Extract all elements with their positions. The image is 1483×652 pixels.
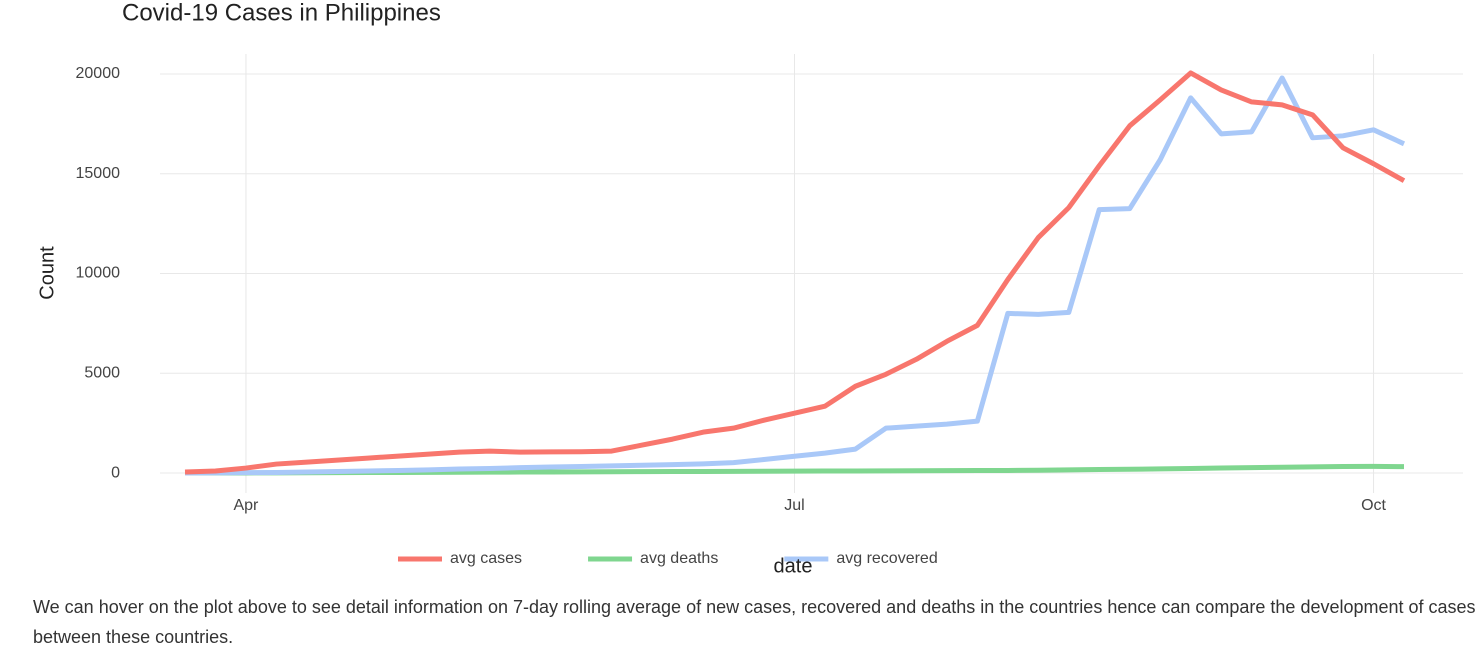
series-line <box>184 75 1406 476</box>
series-line <box>184 70 1406 475</box>
y-tick-label: 20000 <box>76 65 121 82</box>
x-tick-label: Apr <box>233 497 259 514</box>
x-axis-label: date <box>774 555 813 577</box>
x-tick-label: Jul <box>784 497 804 514</box>
x-tick-label: Oct <box>1361 497 1386 514</box>
legend-label: avg cases <box>450 550 522 567</box>
y-tick-label: 10000 <box>76 265 121 282</box>
y-tick-label: 5000 <box>84 364 120 381</box>
legend-label: avg deaths <box>640 550 718 567</box>
y-tick-label: 0 <box>111 464 120 481</box>
legend-label: avg recovered <box>836 550 937 567</box>
y-axis-label: Count <box>36 246 58 300</box>
caption: We can hover on the plot above to see de… <box>33 597 1476 647</box>
y-tick-label: 15000 <box>76 165 121 182</box>
chart: Covid-19 Cases in Philippines Count 0 500… <box>36 0 1463 577</box>
grid <box>160 54 1463 493</box>
chart-title: Covid-19 Cases in Philippines <box>122 0 441 26</box>
